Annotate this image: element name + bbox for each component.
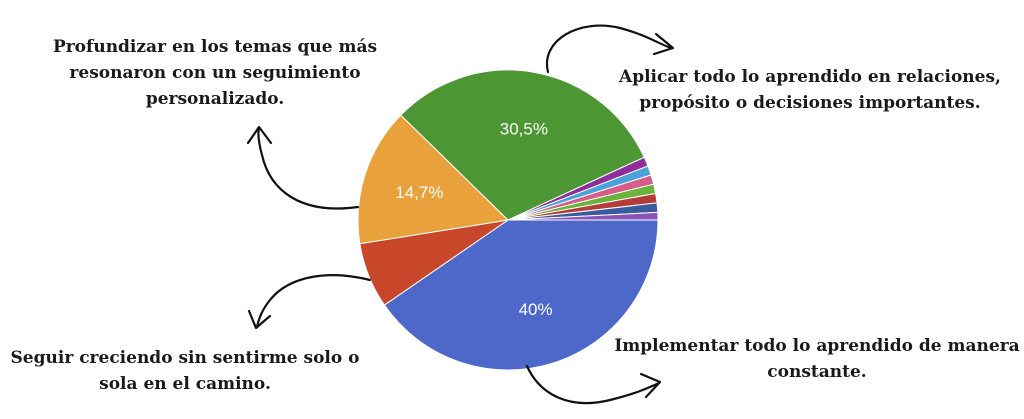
arrow-top-right	[545, 24, 674, 74]
callout-bottom-left: Seguir creciendo sin sentirme solo o sol…	[0, 345, 370, 397]
pie-slice-label: 30,5%	[500, 119, 548, 138]
callout-bottom-right-line-2: constante.	[767, 362, 867, 382]
arrow-bottom-right	[525, 364, 661, 405]
callout-bottom-left-line-2: sola en el camino.	[99, 374, 271, 394]
callout-top-left-line-1: Profundizar en los temas que más	[52, 37, 378, 57]
pie-slice	[383, 219, 659, 371]
pie-slice-label: 40%	[519, 300, 553, 319]
arrowhead-bottom-left	[247, 309, 272, 330]
arrowhead-top-right	[652, 32, 675, 56]
pie-labels: 40% 14,7% 30,5%	[395, 119, 552, 318]
callout-top-left-line-2: resonaron con un seguimiento	[69, 63, 361, 83]
arrowhead-bottom-right	[639, 372, 662, 399]
callout-bottom-left-line-1: Seguir creciendo sin sentirme solo o	[10, 348, 360, 368]
callout-bottom-right: Implementar todo lo aprendido de manera …	[610, 333, 1024, 385]
callout-top-left: Profundizar en los temas que más resonar…	[20, 34, 410, 112]
pie-slice	[400, 69, 645, 221]
pie-slices	[357, 69, 659, 371]
callout-top-left-line-3: personalizado.	[145, 89, 285, 109]
callout-bottom-right-line-1: Implementar todo lo aprendido de manera	[614, 336, 1020, 356]
arrow-bottom-left	[255, 274, 372, 329]
callout-arrows	[246, 24, 675, 405]
callout-top-right-line-2: propósito o decisiones importantes.	[639, 93, 981, 113]
arrow-top-left	[257, 126, 360, 210]
pie-slice	[507, 211, 659, 221]
callout-top-right: Aplicar todo lo aprendido en relaciones,…	[600, 64, 1020, 116]
pie-slice-label: 14,7%	[395, 183, 443, 202]
pie-slice	[357, 114, 510, 245]
callout-top-right-line-1: Aplicar todo lo aprendido en relaciones,	[619, 67, 1001, 87]
arrowhead-top-left	[246, 125, 273, 145]
